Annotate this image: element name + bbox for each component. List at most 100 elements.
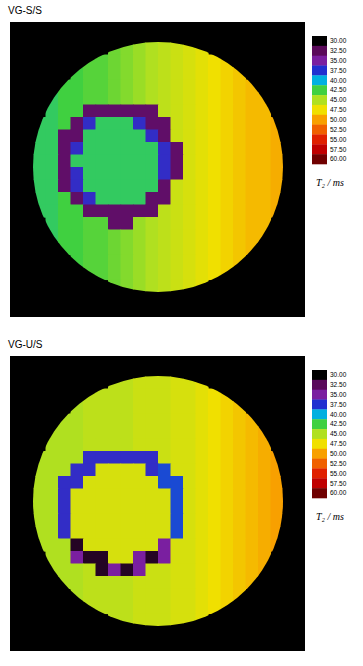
- map-cell: [108, 526, 121, 539]
- map-cells: [33, 376, 284, 627]
- map-cell: [233, 230, 246, 243]
- map-cell: [233, 576, 246, 589]
- map-cell: [146, 142, 159, 155]
- map-cell: [171, 501, 184, 514]
- map-cell: [196, 130, 209, 143]
- map-cell: [121, 80, 134, 93]
- map-cell: [133, 376, 146, 389]
- map-cell: [221, 67, 234, 80]
- map-cell: [171, 414, 184, 427]
- map-cell: [196, 92, 209, 105]
- colorbar-swatch: [312, 154, 327, 164]
- map-cell: [233, 242, 246, 255]
- map-cell: [96, 55, 109, 68]
- map-cell: [96, 489, 109, 502]
- map-cell: [171, 576, 184, 589]
- map-cell: [271, 117, 284, 130]
- map-cell: [133, 255, 146, 268]
- map-cell: [96, 117, 109, 130]
- panel: VG-S/S30.0032.5035.0037.5040.0042.5045.0…: [8, 5, 347, 317]
- map-cell: [71, 217, 84, 230]
- map-cell: [146, 489, 159, 502]
- map-cell: [258, 464, 271, 477]
- map-cell: [171, 376, 184, 389]
- map-cell: [158, 526, 171, 539]
- map-cell: [58, 451, 71, 464]
- map-cell: [58, 539, 71, 552]
- map-cell: [196, 205, 209, 218]
- map-cell: [208, 526, 221, 539]
- map-cell: [33, 130, 46, 143]
- map-cell: [258, 476, 271, 489]
- map-cell: [121, 526, 134, 539]
- map-cell: [58, 205, 71, 218]
- colorbar-swatch: [312, 46, 327, 56]
- map-cell: [246, 205, 259, 218]
- map-cell: [196, 576, 209, 589]
- map-cell: [271, 155, 284, 168]
- map-cell: [183, 117, 196, 130]
- map-cell: [146, 280, 159, 293]
- map-cell: [58, 180, 71, 193]
- map-cell: [233, 255, 246, 268]
- map-cell: [121, 230, 134, 243]
- map-cell: [133, 42, 146, 55]
- map-cell: [33, 476, 46, 489]
- map-cell: [208, 401, 221, 414]
- map-cell: [221, 401, 234, 414]
- map-cell: [83, 476, 96, 489]
- map-background: [10, 356, 305, 651]
- map-cell: [71, 105, 84, 118]
- panel-title: VG-U/S: [8, 339, 43, 350]
- map-cell: [71, 514, 84, 527]
- colorbar-swatch: [312, 478, 327, 488]
- map-cell: [121, 155, 134, 168]
- map-cell: [33, 167, 46, 180]
- map-cell: [233, 501, 246, 514]
- map-cell: [196, 117, 209, 130]
- map-cell: [146, 217, 159, 230]
- map-cell: [146, 80, 159, 93]
- map-cell: [108, 451, 121, 464]
- map-cell: [221, 242, 234, 255]
- colorbar-swatch: [312, 95, 327, 105]
- figure-root: VG-S/S30.0032.5035.0037.5040.0042.5045.0…: [0, 0, 363, 666]
- map-cell: [196, 439, 209, 452]
- map-cell: [58, 551, 71, 564]
- map-cell: [221, 514, 234, 527]
- map-cell: [96, 439, 109, 452]
- map-cell: [208, 142, 221, 155]
- map-cell: [158, 242, 171, 255]
- map-cell: [108, 230, 121, 243]
- map-cell: [146, 476, 159, 489]
- map-cell: [221, 489, 234, 502]
- map-cell: [96, 167, 109, 180]
- map-cell: [246, 117, 259, 130]
- map-cell: [233, 80, 246, 93]
- map-cell: [121, 142, 134, 155]
- map-cell: [271, 130, 284, 143]
- map-cell: [96, 92, 109, 105]
- map-cell: [171, 92, 184, 105]
- map-cell: [246, 180, 259, 193]
- map-cell: [196, 267, 209, 280]
- map-cell: [171, 155, 184, 168]
- map-cell: [221, 551, 234, 564]
- colorbar-tick-label: 60.00: [330, 155, 347, 162]
- colorbar-swatch: [312, 409, 327, 419]
- colorbar-swatch: [312, 125, 327, 135]
- map-cell: [58, 92, 71, 105]
- map-cell: [208, 476, 221, 489]
- map-cell: [33, 526, 46, 539]
- map-cell: [221, 476, 234, 489]
- map-cell: [71, 426, 84, 439]
- map-cell: [183, 414, 196, 427]
- colorbar-swatch: [312, 419, 327, 429]
- map-cell: [96, 80, 109, 93]
- map-cell: [221, 589, 234, 602]
- map-cell: [183, 576, 196, 589]
- colorbar-swatch: [312, 36, 327, 46]
- map-cell: [183, 514, 196, 527]
- map-cell: [246, 439, 259, 452]
- map-cell: [146, 501, 159, 514]
